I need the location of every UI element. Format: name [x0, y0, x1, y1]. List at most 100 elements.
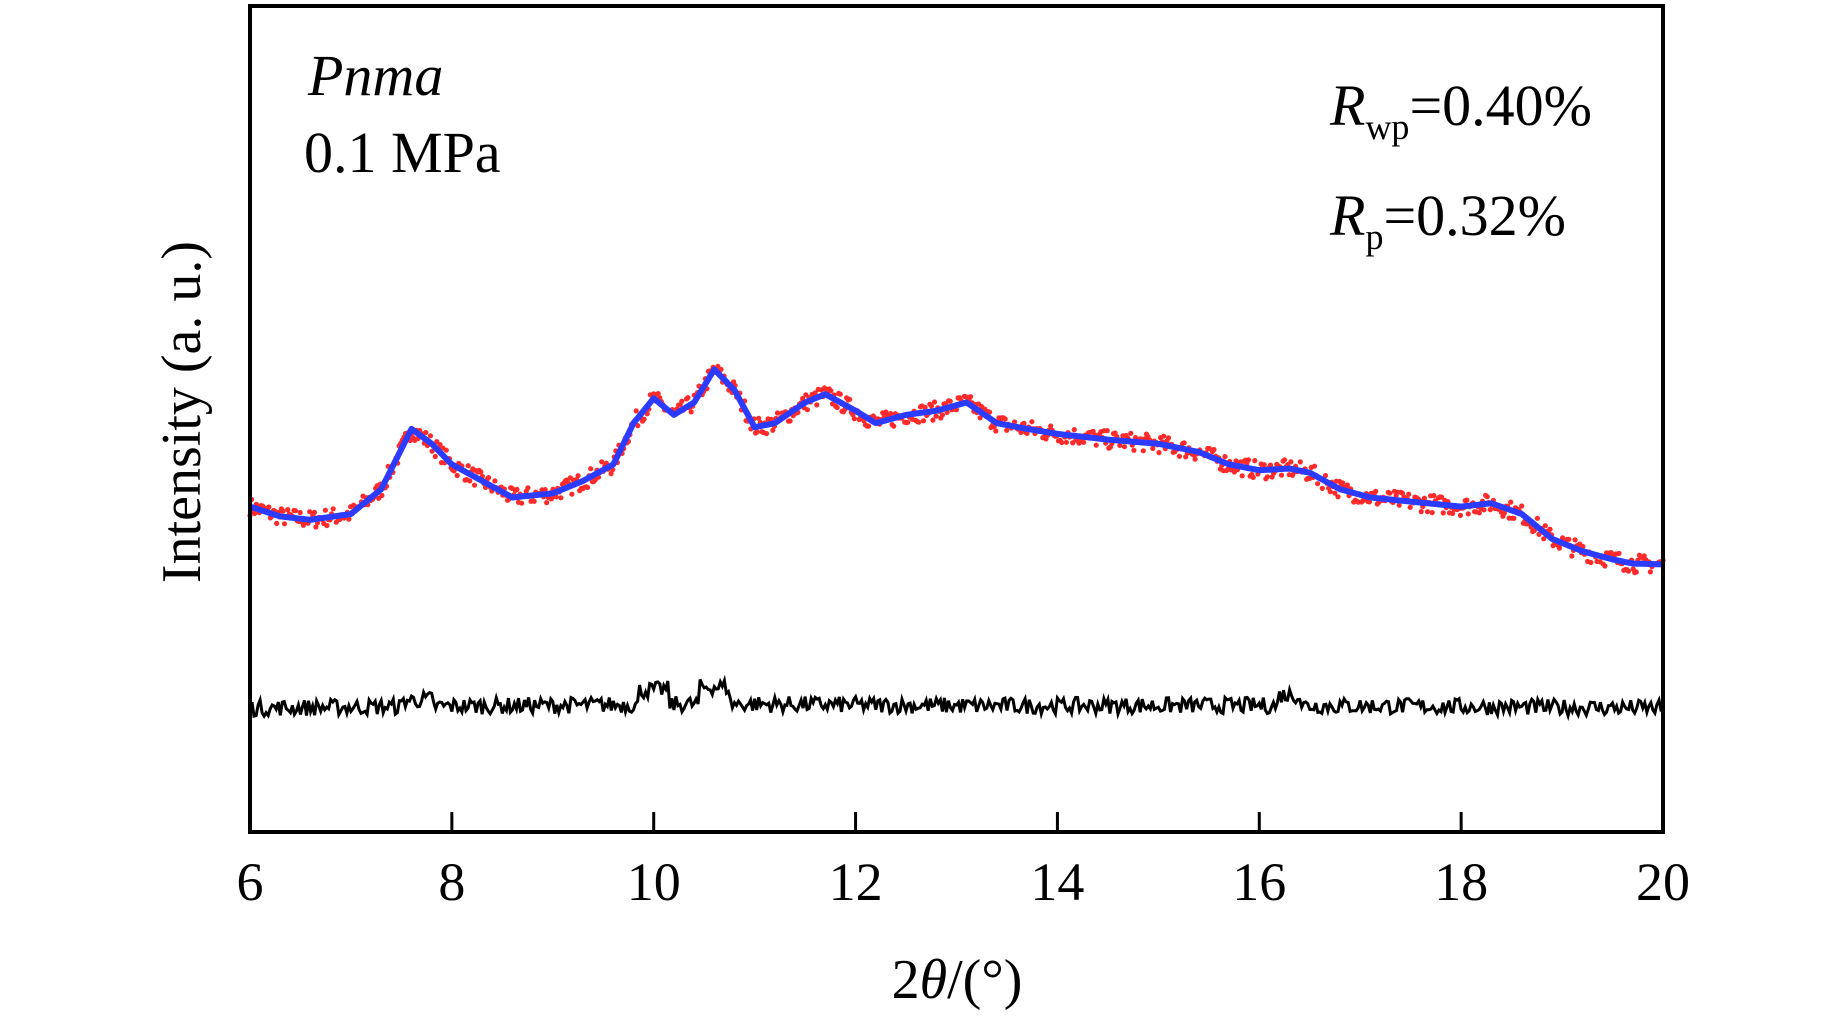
observed-point [812, 390, 818, 396]
observed-point [1440, 510, 1446, 516]
observed-point [1252, 458, 1258, 464]
observed-point [608, 471, 614, 477]
observed-point [763, 431, 770, 437]
observed-point [1476, 510, 1482, 516]
observed-point [575, 473, 581, 479]
observed-point [588, 466, 594, 472]
observed-point [986, 409, 993, 415]
observed-point [1547, 526, 1553, 532]
observed-point [939, 412, 946, 418]
observed-point [770, 427, 776, 433]
observed-point [1121, 444, 1128, 450]
observed-point [688, 409, 694, 415]
observed-point [1176, 453, 1182, 459]
observed-point [525, 485, 531, 491]
observed-point [905, 419, 911, 425]
observed-point [1429, 509, 1435, 516]
observed-point [993, 428, 999, 434]
x-tick-label: 10 [627, 852, 681, 912]
observed-point [1063, 439, 1069, 445]
observed-point [1625, 568, 1632, 574]
observed-point [1484, 494, 1490, 500]
observed-point [1002, 416, 1008, 422]
observed-point [585, 484, 591, 490]
rwp-symbol: R [1329, 73, 1365, 138]
observed-point [866, 423, 872, 429]
observed-point [1501, 510, 1507, 516]
observed-point [519, 500, 525, 506]
observed-point [1140, 448, 1146, 454]
observed-point [1250, 474, 1256, 480]
observed-point [443, 447, 449, 453]
observed-point [837, 391, 843, 397]
observed-point [1534, 515, 1540, 521]
observed-point [432, 453, 438, 460]
observed-point [1239, 473, 1245, 479]
observed-point [1267, 462, 1274, 468]
observed-point [1569, 553, 1575, 559]
observed-point [266, 504, 272, 510]
x-axis-label-unit: /(°) [947, 949, 1022, 1011]
x-tick-label: 18 [1434, 852, 1488, 912]
observed-point [1288, 459, 1294, 465]
calculated-curve-layer [249, 366, 1664, 568]
observed-point [292, 508, 299, 514]
observed-point [514, 486, 520, 492]
observed-point [280, 508, 286, 514]
observed-point [1322, 472, 1329, 479]
observed-point [1319, 485, 1325, 491]
observed-point [1150, 445, 1156, 451]
observed-point [1315, 481, 1321, 487]
observed-point [931, 399, 938, 405]
observed-point [1647, 569, 1653, 575]
observed-point [1633, 569, 1639, 575]
observed-point [1457, 512, 1464, 519]
observed-point [1439, 494, 1445, 500]
observed-point [968, 394, 974, 400]
x-tick-label: 6 [237, 852, 264, 912]
observed-point [492, 478, 498, 484]
observed-point [542, 487, 548, 493]
x-axis-label-theta: θ [920, 949, 948, 1011]
observed-point [977, 415, 983, 421]
observed-point [307, 509, 313, 515]
observed-point [1344, 482, 1350, 488]
x-tick-label: 14 [1030, 852, 1084, 912]
observed-point [324, 522, 330, 529]
x-axis-label: 2θ/(°) [892, 949, 1023, 1011]
observed-point [947, 398, 953, 404]
observed-point [655, 391, 661, 397]
observed-point [1511, 515, 1517, 521]
observed-point [454, 472, 460, 479]
observed-point [1156, 450, 1162, 456]
rp-symbol: R [1329, 183, 1365, 248]
rp-subscript: p [1365, 217, 1383, 257]
observed-point [1536, 531, 1542, 538]
observed-point [544, 500, 550, 506]
observed-point [1211, 446, 1217, 453]
observed-point [834, 404, 840, 411]
observed-point [478, 469, 484, 475]
pressure-label: 0.1 MPa [304, 120, 501, 185]
observed-point [1541, 536, 1547, 542]
observed-point [1335, 494, 1341, 500]
x-tick-label: 12 [829, 852, 883, 912]
observed-point [531, 498, 537, 504]
observed-point [1282, 457, 1288, 463]
observed-point [471, 482, 478, 488]
observed-point [916, 419, 922, 425]
observed-point [1566, 536, 1572, 542]
observed-point [774, 410, 781, 416]
y-axis-label: Intensity (a. u.) [151, 241, 213, 583]
observed-point [1531, 528, 1537, 534]
observed-point [1407, 504, 1413, 510]
x-tick-label: 8 [438, 852, 465, 912]
observed-point [1093, 442, 1099, 448]
observed-point [1431, 493, 1437, 499]
observed-point [930, 417, 936, 423]
observed-point [1206, 445, 1212, 451]
observed-point [1387, 490, 1393, 496]
observed-point [1542, 523, 1548, 529]
